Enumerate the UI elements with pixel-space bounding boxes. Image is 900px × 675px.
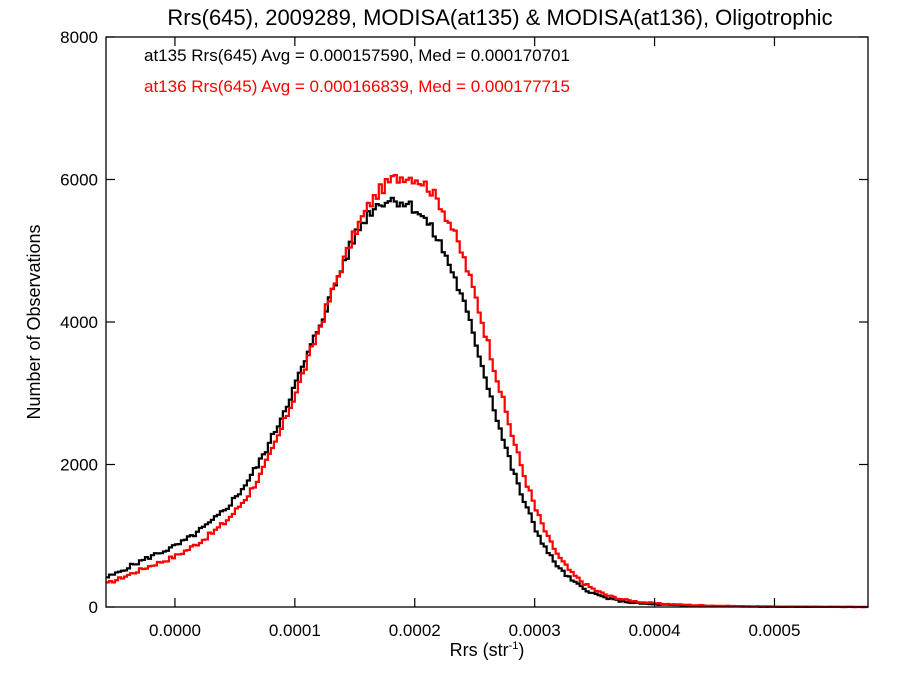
x-axis-label-main: Rrs (str <box>450 640 509 660</box>
x-axis-label: Rrs (str-1) <box>450 640 525 660</box>
x-tick-label: 0.0001 <box>269 621 321 640</box>
y-tick-label: 6000 <box>60 171 98 190</box>
x-tick-label: 0.0005 <box>748 621 800 640</box>
series-layer <box>106 173 869 609</box>
y-tick-label: 2000 <box>60 456 98 475</box>
legend-entry-at136: at136 Rrs(645) Avg = 0.000166839, Med = … <box>144 77 570 96</box>
y-tick-label: 4000 <box>60 313 98 332</box>
x-tick-label: 0.0003 <box>509 621 561 640</box>
x-tick-label: 0.0002 <box>389 621 441 640</box>
legend: at135 Rrs(645) Avg = 0.000157590, Med = … <box>144 46 570 96</box>
ticks-layer: 0.0000 0.0001 0.0002 0.0003 0.0004 0.0005 0 200… <box>60 28 868 640</box>
y-tick-label: 0 <box>89 598 98 617</box>
y-tick-label: 8000 <box>60 28 98 47</box>
x-axis-label-close: ) <box>518 640 524 660</box>
x-axis-label-superscript: -1 <box>509 640 519 652</box>
y-axis-label: Number of Observations <box>24 224 44 419</box>
x-tick-label: 0.0004 <box>629 621 681 640</box>
legend-entry-at135: at135 Rrs(645) Avg = 0.000157590, Med = … <box>144 46 570 65</box>
x-tick-label: 0.0000 <box>149 621 201 640</box>
chart-title: Rrs(645), 2009289, MODISA(at135) & MODIS… <box>167 5 832 30</box>
series-line-at136 <box>106 173 869 609</box>
